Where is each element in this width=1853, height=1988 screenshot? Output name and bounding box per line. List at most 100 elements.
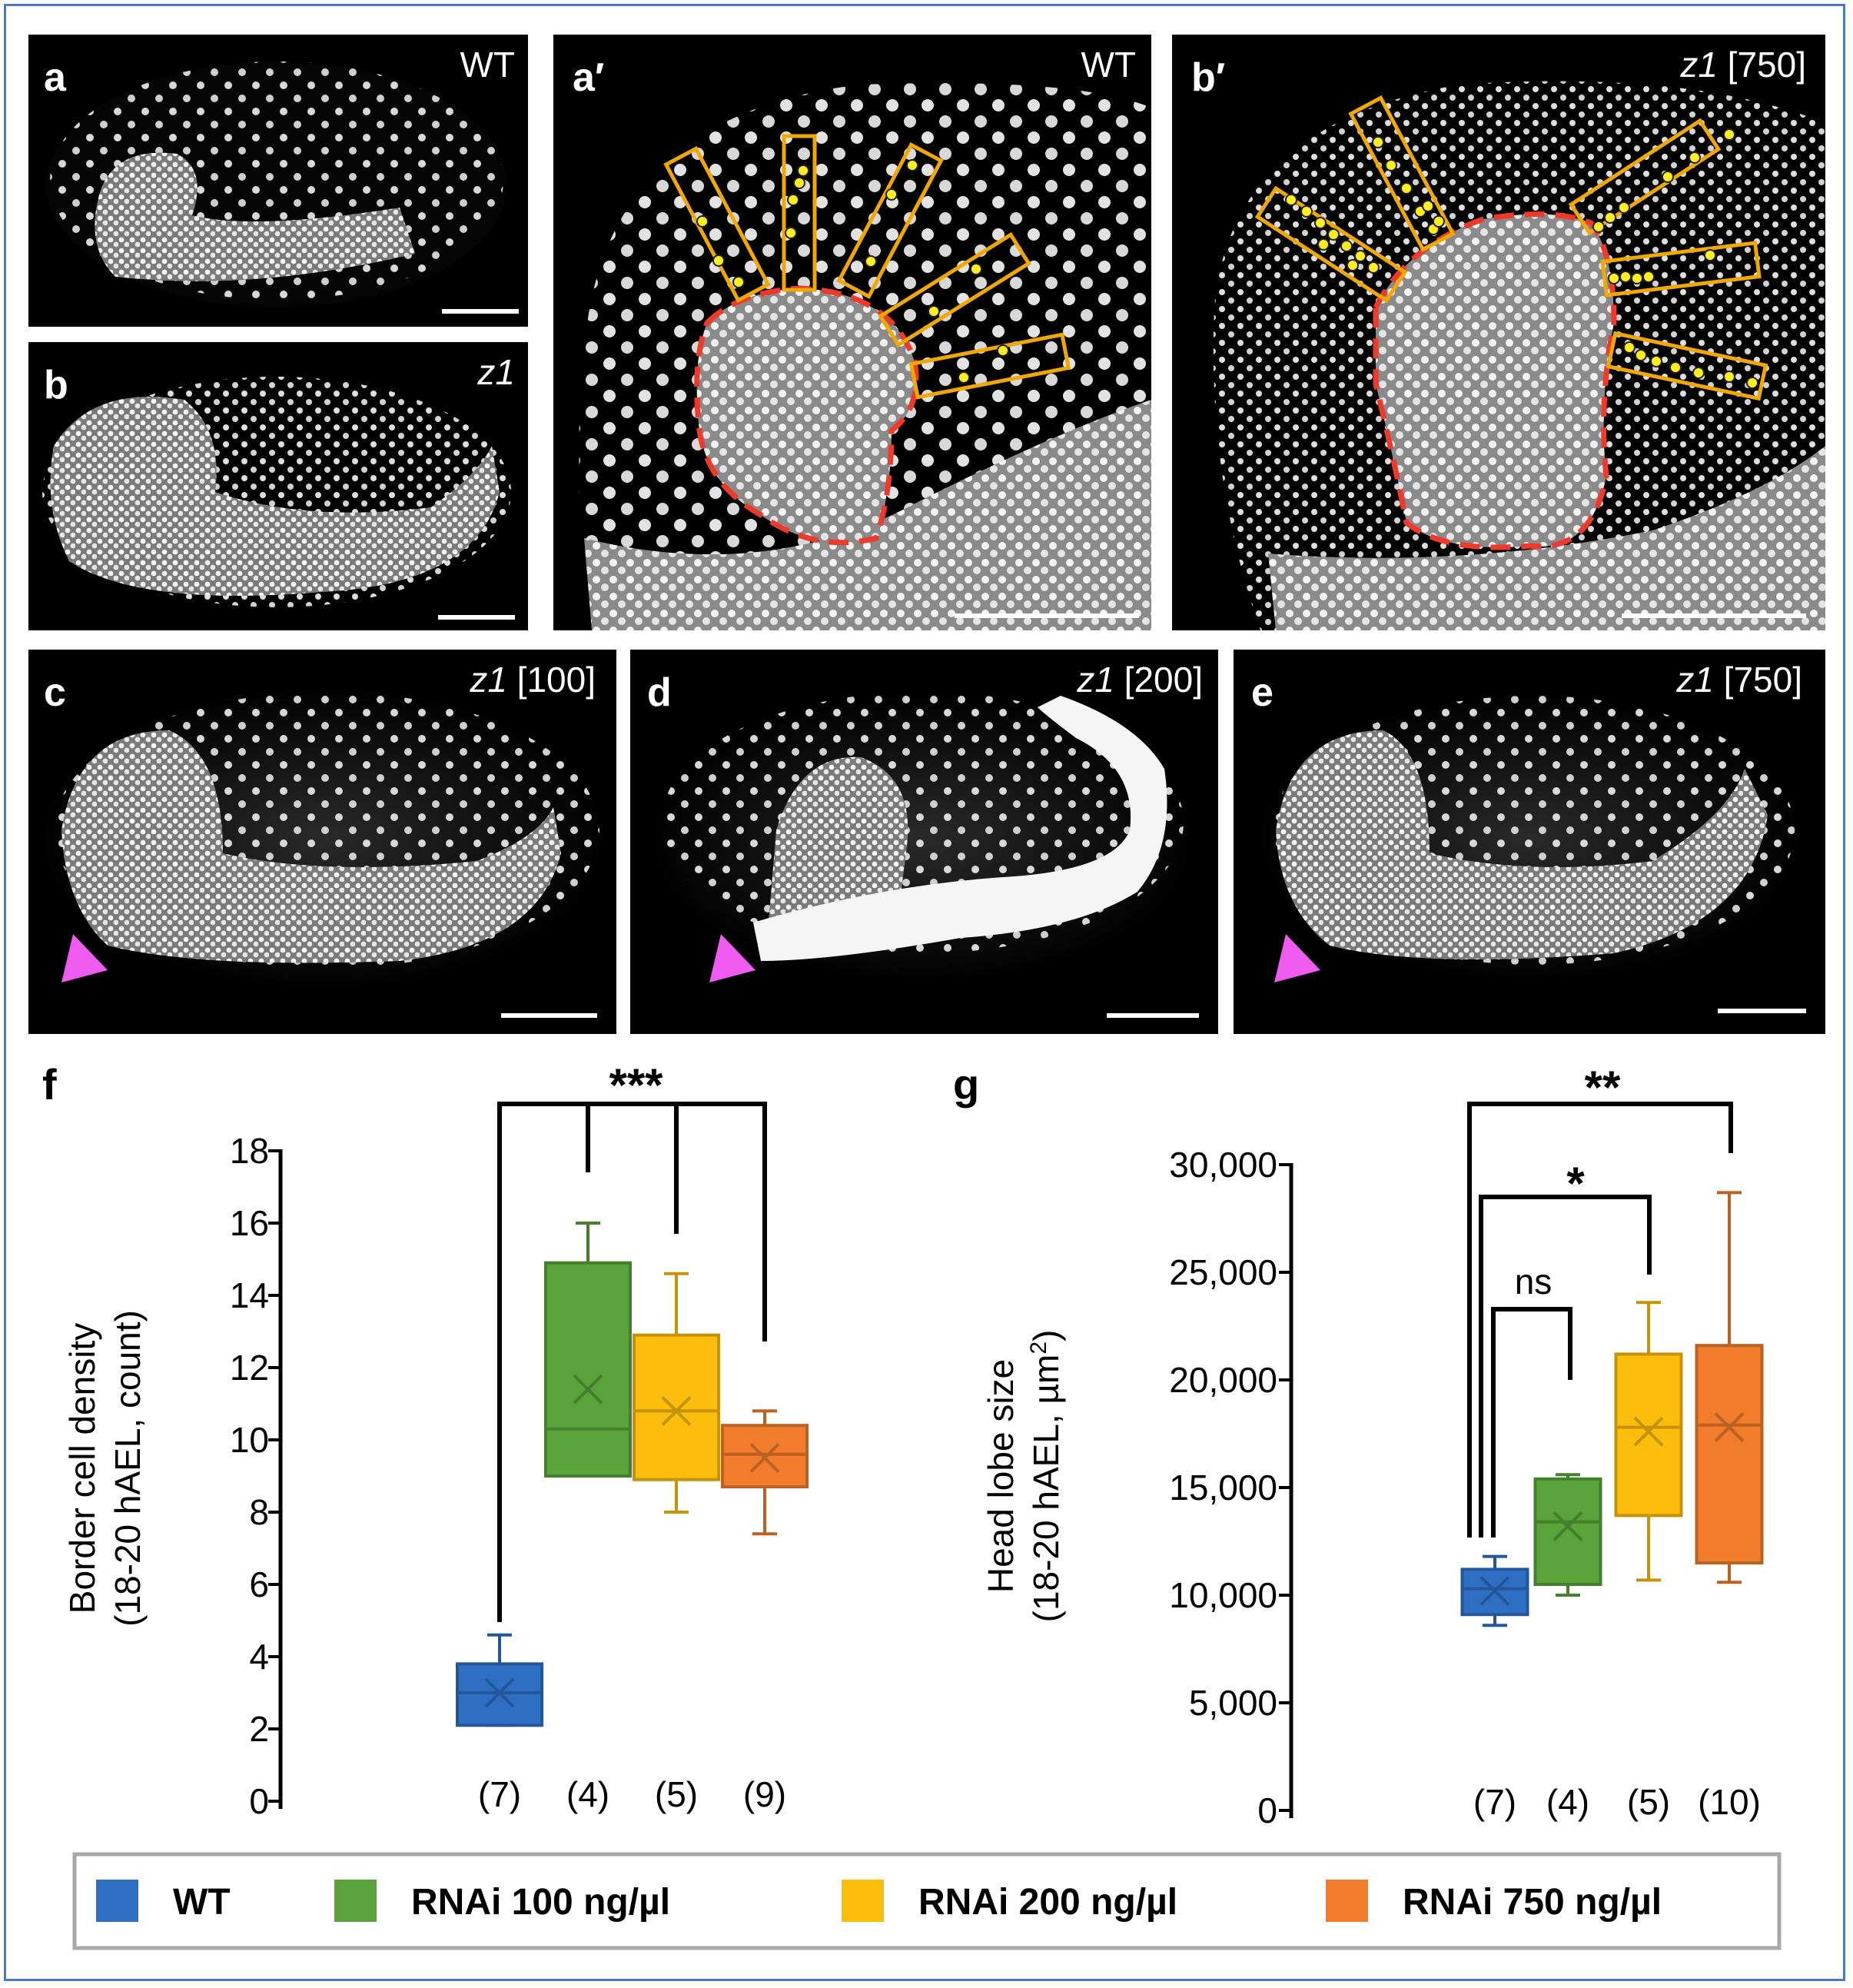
n-label: (10) (1698, 1782, 1761, 1822)
chart-f-ylabel2: (18-20 hAEL, count) (108, 1310, 148, 1627)
panel-a-prime-scale-bar (955, 613, 1139, 618)
box (1533, 1477, 1602, 1587)
y-tick-label: 30,000 (1169, 1145, 1277, 1185)
chart-g-axis: 0 5,000 10,000 15,000 20,000 25,000 30,000 (1169, 1145, 1293, 1830)
chart-f-axis: 0 2 4 6 8 10 12 14 16 18 (230, 1131, 283, 1821)
border-cell-markers-b-prime (1285, 128, 1758, 389)
n-label: (5) (1627, 1782, 1670, 1822)
panel-e-letter: e (1251, 670, 1274, 715)
y-tick-label: 25,000 (1169, 1252, 1277, 1292)
y-tick-label: 10,000 (1169, 1575, 1277, 1615)
chart-f-ylabel: Border cell density (62, 1323, 102, 1614)
n-label: (5) (655, 1774, 698, 1814)
mean-marker (1714, 1412, 1745, 1443)
panel-b: b z1 (28, 342, 528, 630)
panel-d-label: z1 [200] (1076, 660, 1203, 700)
mean-marker (484, 1677, 515, 1708)
mean-marker (1633, 1416, 1664, 1447)
significance-label: * (1566, 1158, 1585, 1209)
border-cell-boxes (663, 134, 1071, 400)
arrowhead-c (61, 934, 108, 982)
chart-f: f Border cell density (18-20 hAEL, count… (42, 1059, 809, 1821)
panel-e: e z1 [750] (1234, 650, 1825, 1034)
panel-b-scale-bar (438, 615, 515, 620)
significance-bracket-ns-wt-750 (1467, 1102, 1733, 1538)
y-tick-label: 15,000 (1169, 1468, 1277, 1508)
y-tick-label: 16 (230, 1203, 269, 1243)
head-lobe-boundary-b-prime (1373, 211, 1617, 550)
box (1695, 1344, 1764, 1564)
y-tick-label: 5,000 (1189, 1683, 1277, 1723)
y-tick-label: 20,000 (1169, 1360, 1277, 1400)
legend-swatch (1326, 1880, 1368, 1922)
panel-c-letter: c (44, 670, 66, 715)
chart-g-significance: *** ns (1467, 1062, 1733, 1538)
box (633, 1333, 720, 1481)
legend-label: RNAi 750 ng/µl (1403, 1882, 1662, 1923)
n-label: (9) (743, 1774, 786, 1814)
panel-d-scale-bar (1107, 1013, 1199, 1018)
n-label: (7) (1473, 1782, 1516, 1822)
border-cell-boxes-b-prime (1254, 95, 1768, 401)
panel-b-prime-label: z1 [750] (1679, 45, 1806, 85)
y-tick-label: 2 (249, 1709, 269, 1749)
legend-swatch (842, 1880, 884, 1922)
panel-d-letter: d (647, 670, 672, 715)
y-tick-label: 0 (1257, 1790, 1277, 1830)
box (544, 1261, 632, 1478)
box (1614, 1352, 1683, 1518)
significance-label: ns (1515, 1262, 1552, 1302)
y-tick-label: 10 (230, 1420, 269, 1460)
y-tick-label: 18 (230, 1131, 269, 1171)
significance-bracket-wt-100 (1491, 1307, 1572, 1538)
legend-swatch (96, 1880, 138, 1922)
y-tick-label: 4 (249, 1637, 269, 1677)
n-label: (7) (478, 1774, 521, 1814)
y-tick-label: 14 (230, 1275, 269, 1315)
n-label: (4) (1546, 1782, 1589, 1822)
y-tick-label: 0 (249, 1781, 269, 1821)
panel-b-prime-letter: b′ (1191, 55, 1225, 100)
chart-g: g Head lobe size (18-20 hAEL, µm2) 0 5,00… (953, 1060, 1764, 1830)
panel-d: d z1 [200] (630, 650, 1218, 1034)
chart-g-ylabel: Head lobe size (981, 1359, 1021, 1593)
panel-f-letter: f (42, 1060, 57, 1109)
panel-c-scale-bar (501, 1013, 597, 1018)
mean-marker (1479, 1575, 1510, 1606)
panel-a-prime-label: WT (1081, 45, 1136, 85)
mean-marker (749, 1443, 780, 1473)
panel-a-label: WT (460, 45, 515, 85)
legend-swatch (334, 1880, 377, 1922)
mean-marker (661, 1395, 692, 1426)
head-lobe-boundary (694, 285, 919, 546)
arrowhead-e (1274, 934, 1320, 982)
legend-label: RNAi 100 ng/µl (411, 1882, 670, 1923)
chart-g-boxes: (7) (4) (5) (10) (1460, 1191, 1764, 1822)
legend-label: WT (173, 1882, 231, 1923)
y-tick-label: 12 (230, 1348, 269, 1388)
panel-a-letter: a (44, 55, 67, 100)
border-cell-markers (696, 159, 1009, 384)
legend: WT RNAi 100 ng/µl RNAi 200 ng/µl RNAi 750 n… (72, 1852, 1782, 1950)
panel-a: a WT (28, 35, 528, 327)
panel-g-letter: g (953, 1060, 979, 1109)
y-tick-label: 6 (249, 1564, 269, 1604)
significance-bracket-wt-200 (1479, 1195, 1652, 1538)
figure-frame (4, 4, 1845, 1981)
panel-c: c z1 [100] (28, 650, 616, 1034)
panel-e-scale-bar (1718, 1009, 1806, 1013)
panel-c-label: z1 [100] (469, 660, 596, 700)
chart-g-ylabel2: (18-20 hAEL, µm2) (1026, 1330, 1066, 1623)
panel-a-prime: a′ WT (553, 35, 1151, 630)
panel-e-label: z1 [750] (1675, 660, 1802, 700)
significance-label: *** (609, 1059, 663, 1111)
panel-b-prime-scale-bar (1622, 613, 1806, 618)
legend-items: WT RNAi 100 ng/µl RNAi 200 ng/µl RNAi 750 n… (96, 1880, 1662, 1923)
significance-label: ** (1585, 1062, 1621, 1113)
significance-bracket (497, 1102, 767, 1622)
chart-f-significance: *** (497, 1059, 767, 1622)
chart-f-boxes: (7) (4) (5) (9) (456, 1222, 809, 1814)
arrowhead-d (709, 934, 755, 982)
panel-b-label: z1 (477, 352, 515, 392)
